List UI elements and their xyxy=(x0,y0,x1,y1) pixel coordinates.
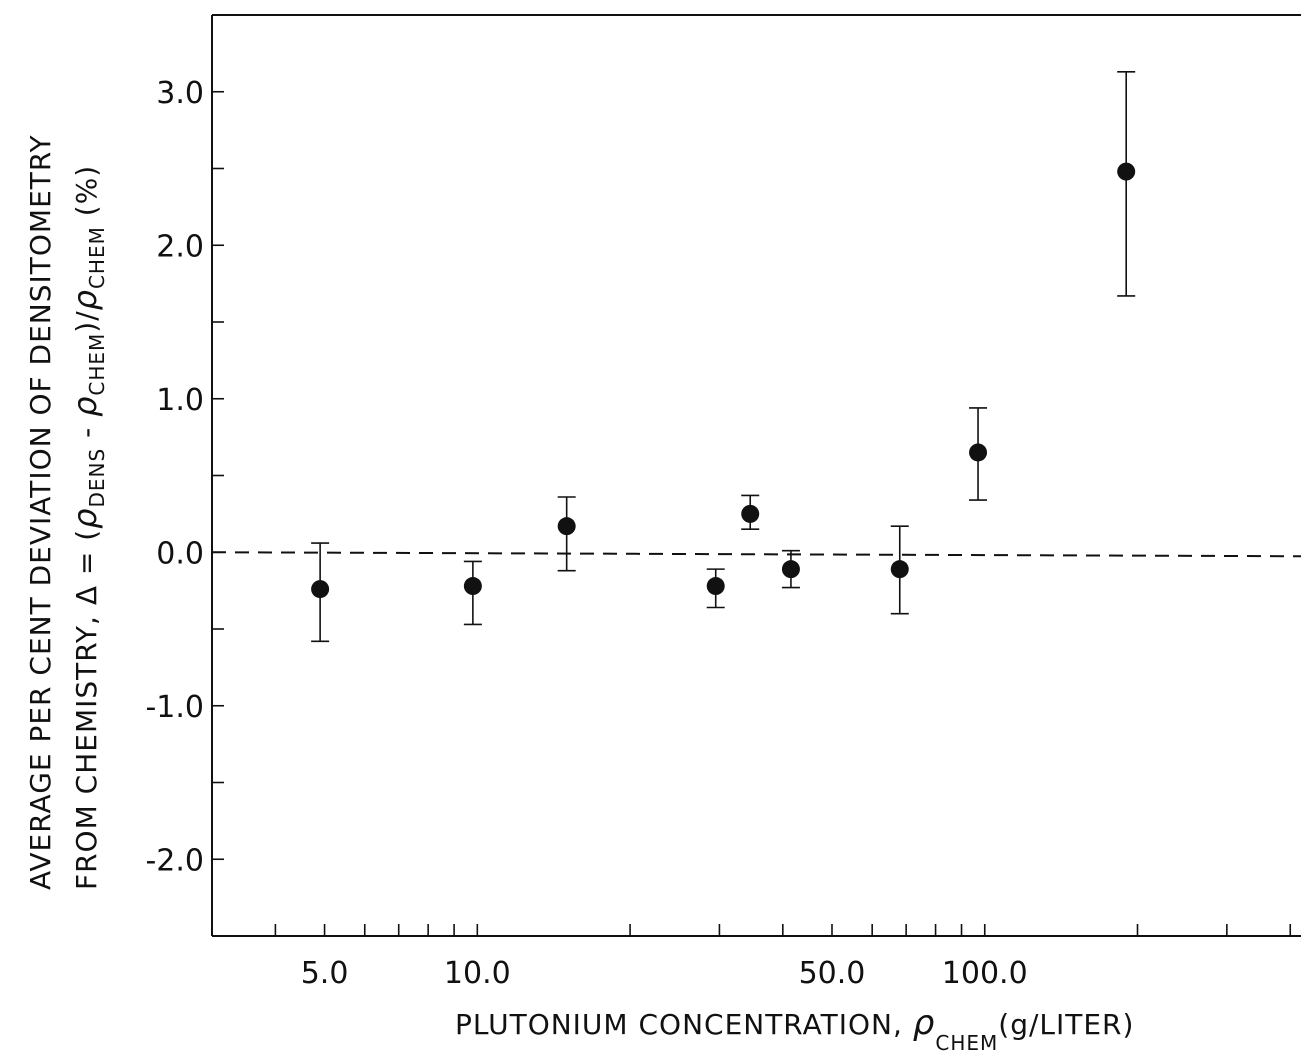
y-tick-label: -1.0 xyxy=(145,690,204,725)
data-point xyxy=(1117,162,1136,181)
y-tick-label: 0.0 xyxy=(156,536,204,571)
data-point xyxy=(706,577,725,596)
x-tick-label: 100.0 xyxy=(942,956,1028,991)
svg-text:FROM CHEMISTRY, Δ = (ρDENS -: FROM CHEMISTRY, Δ = (ρDENS - ρCHEM)/ρCHE… xyxy=(66,165,109,890)
y-tick-label: 2.0 xyxy=(156,229,204,264)
data-point xyxy=(969,443,988,462)
x-tick-label: 50.0 xyxy=(799,956,866,991)
zero-reference-line-group xyxy=(211,551,1301,558)
data-points xyxy=(311,70,1136,643)
svg-text:AVERAGE PER CENT DEVIATION: AVERAGE PER CENT DEVIATION OF DENSITOMET… xyxy=(24,134,57,890)
y-tick-label: 1.0 xyxy=(156,383,204,418)
y-tick-label: -2.0 xyxy=(145,843,204,878)
y-axis-title-line-1: AVERAGE PER CENT DEVIATION OF DENSITOMET… xyxy=(24,134,57,890)
data-point xyxy=(463,577,482,596)
data-point xyxy=(557,517,576,536)
zero-reference-line xyxy=(211,551,1301,558)
x-axis-ticks: 5.0 10.0 50.0 100.0 xyxy=(274,924,1292,991)
data-point xyxy=(781,560,800,579)
data-point xyxy=(741,504,760,523)
x-axis-title: PLUTONIUM CONCENTRATION, ρCHEM(g/LITER) xyxy=(455,1003,1134,1055)
x-tick-label: 10.0 xyxy=(444,956,511,991)
y-axis-title-line-2: FROM CHEMISTRY, Δ = (ρDENS - ρCHEM)/ρCHE… xyxy=(66,165,109,890)
y-axis-ticks: 3.0 2.0 1.0 0.0 -1.0 -2.0 xyxy=(145,76,224,878)
x-tick-label: 5.0 xyxy=(301,956,349,991)
data-point xyxy=(311,580,330,599)
y-tick-label: 3.0 xyxy=(156,76,204,111)
data-point xyxy=(890,560,909,579)
plot-frame xyxy=(211,14,1301,937)
